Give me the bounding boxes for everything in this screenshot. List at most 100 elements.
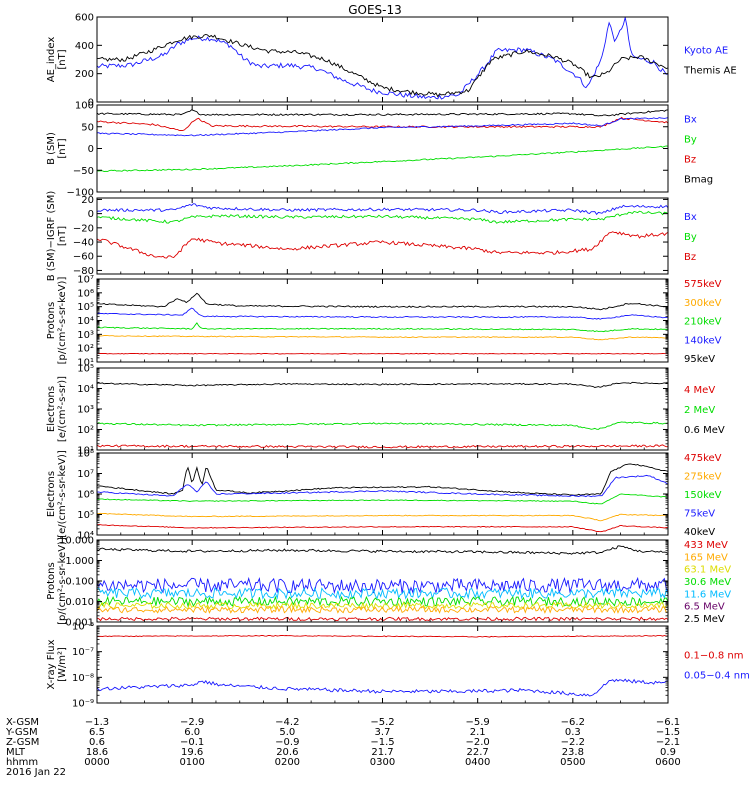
legend-entry-bz: Bz	[684, 252, 696, 263]
y-tick-label: 10¹	[77, 446, 94, 457]
legend-entry-by: By	[684, 135, 697, 146]
x-table-value: 0.9	[660, 747, 676, 758]
y-axis-label: [W/m²]	[57, 647, 68, 682]
y-tick-label: 10⁵	[77, 364, 94, 375]
series-line-bz	[97, 116, 668, 132]
panel-frame	[96, 16, 669, 103]
y-tick-label: 20	[81, 195, 94, 206]
legend-entry-bmag: Bmag	[684, 175, 713, 186]
y-tick-label: −100	[67, 188, 94, 199]
x-row-label: X-GSM	[6, 717, 39, 728]
y-tick-label: 0	[88, 209, 94, 220]
series-line-themis-ae	[97, 34, 668, 98]
legend-entry-433-mev: 433 MeV	[684, 540, 728, 551]
panel-frame	[96, 278, 669, 363]
x-table-value: −2.1	[656, 737, 680, 748]
legend-entry-210kev: 210keV	[684, 317, 722, 328]
y-tick-label: 600	[75, 13, 94, 24]
legend-entry-150kev: 150keV	[684, 490, 722, 501]
y-axis-label: Protons	[46, 562, 57, 599]
chart-title: GOES-13	[348, 3, 402, 17]
legend-entry-275kev: 275keV	[684, 472, 722, 483]
legend-entry-bz: Bz	[684, 155, 696, 166]
panel-bsm: −100 −50 0 50 100 B (SM) [nT] Bx By Bz Bmag	[46, 101, 713, 199]
legend-entry-475kev: 475keV	[684, 453, 722, 464]
y-axis-label: [p/(cm²-s-sr-keV)]	[57, 537, 68, 625]
panel-protons_low: 10¹ 10² 10³ 10⁴ 10⁵ 10⁶ 10⁷ Protons [p/(cm²-s-sr…	[46, 275, 722, 369]
legend-entry-95kev: 95keV	[684, 354, 715, 365]
panel-frame	[96, 197, 669, 275]
x-table-value: −6.2	[561, 717, 585, 728]
x-row-label: hhmm	[6, 757, 38, 768]
series-line-6-5-mev	[97, 576, 668, 595]
x-table-value: −0.1	[180, 737, 204, 748]
y-tick-label: −40	[73, 238, 94, 249]
y-tick-label: 1.000	[65, 556, 94, 567]
y-tick-label: 10⁶	[77, 288, 94, 299]
x-table-value: −4.2	[275, 717, 299, 728]
x-table-value: −6.1	[656, 717, 680, 728]
series-line-bmag	[97, 109, 668, 117]
series-line-bz	[97, 231, 668, 259]
x-row-label: Z-GSM	[6, 737, 39, 748]
series-line-bx	[97, 203, 668, 216]
x-table-value: 21.7	[371, 747, 393, 758]
legend-entry-bx: Bx	[684, 212, 697, 223]
x-row-label: Y-GSM	[5, 727, 38, 738]
y-tick-label: 10⁻⁶	[72, 622, 94, 633]
x-table-value: 6.0	[184, 727, 200, 738]
x-table-value: −1.5	[656, 727, 680, 738]
series-line-2-mev	[97, 421, 668, 430]
y-axis-label: Electrons	[46, 386, 57, 432]
y-tick-label: 10⁴	[77, 316, 94, 327]
y-tick-label: 200	[75, 69, 94, 80]
y-tick-label: −60	[73, 252, 94, 263]
legend-entry-63-1-mev: 63.1 MeV	[684, 565, 731, 576]
x-table-value: 0.6	[89, 737, 105, 748]
x-table-value: 0000	[84, 757, 109, 768]
series-line-75kev	[97, 474, 668, 498]
x-table-value: 6.5	[89, 727, 105, 738]
series-line-11-6-mev	[97, 587, 668, 600]
series-line-2-5-mev	[97, 545, 668, 555]
y-tick-label: 0.010	[65, 597, 94, 608]
series-line-150kev	[97, 493, 668, 505]
x-table-value: −2.0	[466, 737, 490, 748]
series-line-63-1-mev	[97, 601, 668, 610]
x-table-value: −5.9	[466, 717, 490, 728]
legend-entry-0-6-mev: 0.6 MeV	[684, 425, 725, 436]
y-tick-label: 10⁴	[77, 384, 94, 395]
legend-entry-kyoto-ae: Kyoto AE	[684, 46, 728, 57]
x-table-value: 22.7	[467, 747, 489, 758]
x-row-label: MLT	[6, 747, 26, 758]
legend-entry-140kev: 140keV	[684, 335, 722, 346]
legend-entry-2-mev: 2 MeV	[684, 405, 715, 416]
y-tick-label: 10¹	[77, 358, 94, 369]
series-line-140kev	[97, 307, 668, 320]
panel-ae: 0 200 400 600 AE_index [nT] Kyoto AE Themis AE	[46, 13, 737, 109]
x-table-value: −1.3	[85, 717, 109, 728]
y-axis-label: Protons	[46, 302, 57, 339]
series-line-0-05-0-4-nm	[97, 678, 668, 697]
legend-entry-75kev: 75keV	[684, 509, 715, 520]
series-line-kyoto-ae	[97, 17, 668, 100]
panel-frame	[96, 452, 669, 536]
y-tick-label: 10³	[77, 330, 94, 341]
y-tick-label: 10⁻⁸	[72, 673, 94, 684]
series-line-by	[97, 145, 668, 172]
x-table-value: 5.0	[279, 727, 295, 738]
y-axis-label: Electrons	[46, 471, 57, 517]
panel-frame	[96, 367, 669, 451]
y-axis-label: [nT]	[57, 226, 68, 246]
y-tick-label: 10⁴	[77, 531, 94, 542]
panel-electrons_mev: 10¹ 10² 10³ 10⁴ 10⁵ Electrons [e/(cm²-s-sr)] 4 …	[46, 364, 725, 457]
x-table-value: 0400	[465, 757, 490, 768]
y-tick-label: 10⁷	[77, 275, 94, 286]
y-tick-label: 10²	[77, 344, 94, 355]
series-line-210kev	[97, 322, 668, 333]
series-line-575kev	[97, 352, 668, 355]
series-line-0-6-mev	[97, 381, 668, 388]
x-table-value: −2.9	[180, 717, 204, 728]
y-axis-label: AE_index	[46, 37, 57, 83]
